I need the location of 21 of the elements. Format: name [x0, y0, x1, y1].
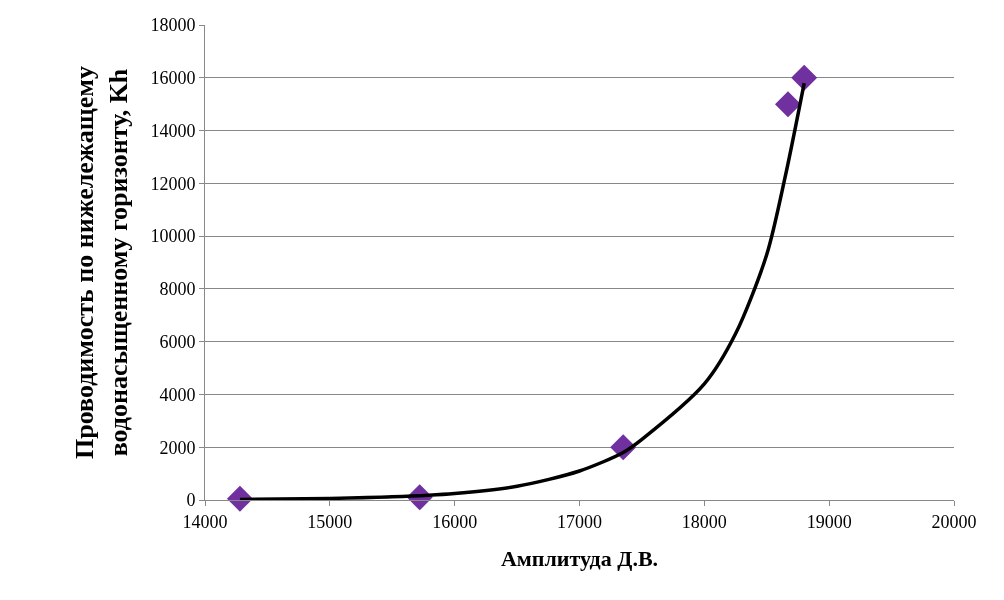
x-tick-label: 19000: [806, 511, 852, 532]
point: [774, 91, 801, 118]
x-axis-title: Амплитуда Д.В.: [500, 546, 659, 572]
y-axis-title: Проводимость по нижележащему водонасыщенному горизонту, Kh: [70, 66, 133, 459]
y-tick-label: 12000: [150, 173, 196, 194]
y-tick-label: 10000: [150, 226, 196, 247]
point: [791, 64, 818, 91]
y-tick-label: 4000: [159, 384, 196, 405]
x-tick-label: 14000: [182, 511, 228, 532]
y-tick-label: 2000: [159, 437, 196, 458]
y-tick-label: 6000: [159, 331, 196, 352]
y-tick-label: 18000: [150, 15, 196, 36]
y-tick-label: 14000: [150, 120, 196, 141]
x-tick-label: 20000: [931, 511, 977, 532]
y-tick-label: 0: [186, 490, 196, 511]
x-tick-label: 15000: [307, 511, 353, 532]
y-tick-label: 16000: [150, 68, 196, 89]
y-tick-label: 8000: [159, 279, 196, 300]
x-tick-label: 17000: [557, 511, 602, 532]
x-tick-label: 18000: [681, 511, 727, 532]
x-tick-label: 16000: [432, 511, 478, 532]
